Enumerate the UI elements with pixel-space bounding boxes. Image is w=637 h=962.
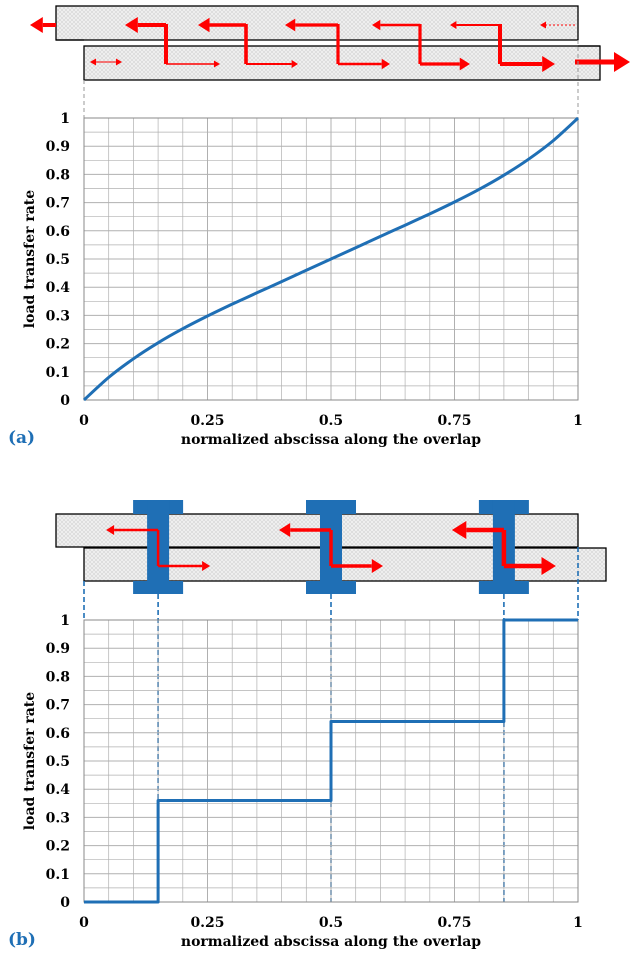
joint-schematics bbox=[30, 5, 630, 902]
arrow-head bbox=[106, 525, 115, 535]
y-tick-label: 0.3 bbox=[46, 308, 70, 324]
upper-plate-load-arrow bbox=[540, 21, 575, 29]
upper-plate-load-arrow bbox=[279, 523, 331, 537]
arrow-head bbox=[279, 523, 291, 537]
lower-plate-load-arrow bbox=[503, 557, 556, 575]
arrow-head bbox=[30, 17, 43, 33]
x-tick-label: 0.5 bbox=[319, 915, 343, 931]
upper-plate-load-arrow bbox=[125, 17, 166, 33]
upper-plate-load-arrow bbox=[451, 521, 504, 539]
charts: 0 0.1 0.2 0.3 0.4 0.5 0.6 0.7 0.8 0.9 1 0 0.25 0.5 0.7… bbox=[22, 111, 583, 950]
grid-minor bbox=[84, 118, 578, 400]
arrow-head bbox=[371, 559, 383, 573]
arrow-head bbox=[459, 57, 470, 71]
x-tick-label: 0 bbox=[79, 413, 89, 429]
lower-plate-load-arrow bbox=[158, 561, 211, 571]
x-tick-label: 0.5 bbox=[319, 413, 343, 429]
arrow-head bbox=[198, 17, 210, 33]
y-tick-label: 0.5 bbox=[46, 252, 70, 268]
y-tick-label: 0.6 bbox=[46, 726, 70, 742]
y-tick-label: 0.7 bbox=[46, 196, 70, 212]
arrow-head bbox=[202, 561, 211, 571]
y-tick-label: 1 bbox=[60, 111, 70, 127]
lower-plate-load-arrow bbox=[246, 60, 298, 68]
y-tick-label: 1 bbox=[60, 613, 70, 629]
lower-plate-load-arrow bbox=[92, 58, 122, 66]
y-tick-label: 0 bbox=[60, 895, 70, 911]
arrow-head bbox=[214, 60, 220, 68]
plot-frame bbox=[83, 117, 579, 401]
y-tick-label: 0.4 bbox=[46, 782, 71, 798]
chart-a: 0 0.1 0.2 0.3 0.4 0.5 0.6 0.7 0.8 0.9 1 0 0.25 0.5 0.7… bbox=[22, 111, 583, 448]
arrow-head bbox=[540, 21, 546, 29]
x-tick-label: 1 bbox=[573, 413, 583, 429]
upper-plate-load-arrow bbox=[372, 19, 420, 31]
fastener-nut bbox=[306, 581, 356, 594]
arrow-head bbox=[451, 521, 467, 539]
y-tick-label: 0.6 bbox=[46, 224, 70, 240]
y-tick-label: 0.9 bbox=[46, 641, 70, 657]
y-tick-label: 0.3 bbox=[46, 810, 70, 826]
y-tick-label: 0.8 bbox=[46, 669, 70, 685]
load-arrow-out bbox=[575, 52, 630, 72]
series-line-load-transfer bbox=[84, 618, 578, 904]
lower-plate-load-arrow bbox=[166, 60, 220, 68]
y-tick-label: 0.8 bbox=[46, 167, 70, 183]
arrow-head bbox=[614, 52, 630, 72]
x-tick-label: 0.75 bbox=[437, 413, 471, 429]
y-tick-label: 0.9 bbox=[46, 139, 70, 155]
lower-plate-load-arrow bbox=[420, 57, 470, 71]
arrow-head bbox=[125, 17, 138, 33]
y-tick-label: 0.1 bbox=[46, 867, 70, 883]
arrow-head bbox=[291, 60, 298, 68]
series-line-load-transfer bbox=[82, 116, 580, 402]
fastener-nut bbox=[478, 581, 529, 594]
x-tick-label: 1 bbox=[573, 915, 583, 931]
y-tick-label: 0.2 bbox=[46, 839, 70, 855]
arrow-head bbox=[450, 21, 457, 29]
plot-frame bbox=[83, 619, 579, 903]
x-tick-label: 0.25 bbox=[190, 413, 224, 429]
upper-plate-load-arrow bbox=[198, 17, 246, 33]
y-tick-label: 0.7 bbox=[46, 698, 70, 714]
lower-plate-load-arrow bbox=[500, 56, 555, 72]
arrow-head bbox=[541, 557, 556, 575]
upper-plate-load-arrow bbox=[450, 21, 500, 29]
x-axis-title: normalized abscissa along the overlap bbox=[181, 934, 481, 950]
y-tick-label: 0.5 bbox=[46, 754, 70, 770]
y-axis-title: load transfer rate bbox=[22, 692, 38, 830]
upper-plate-load-arrow bbox=[106, 525, 159, 535]
lower-plate-load-arrow bbox=[338, 58, 390, 70]
y-tick-label: 0 bbox=[60, 393, 70, 409]
upper-plate-load-arrow bbox=[285, 18, 338, 32]
fastener-nut bbox=[133, 581, 184, 594]
arrow-head bbox=[116, 58, 122, 66]
y-tick-label: 0.4 bbox=[46, 280, 71, 296]
arrow-head bbox=[542, 56, 555, 72]
lower-plate-load-arrow bbox=[331, 559, 383, 573]
arrow-head bbox=[372, 19, 381, 31]
panel-label-b: (b) bbox=[8, 930, 36, 950]
arrow-head bbox=[285, 18, 296, 32]
x-tick-label: 0.75 bbox=[437, 915, 471, 931]
x-tick-label: 0.25 bbox=[190, 915, 224, 931]
arrow-head bbox=[381, 58, 390, 70]
y-axis-title: load transfer rate bbox=[22, 190, 38, 328]
x-tick-label: 0 bbox=[79, 915, 89, 931]
y-tick-label: 0.2 bbox=[46, 337, 70, 353]
load-arrow-in bbox=[30, 17, 56, 33]
x-axis-title: normalized abscissa along the overlap bbox=[181, 432, 481, 448]
y-tick-label: 0.1 bbox=[46, 365, 70, 381]
chart-b: 0 0.1 0.2 0.3 0.4 0.5 0.6 0.7 0.8 0.9 1 0 0.25 0.5 0.7… bbox=[22, 613, 583, 950]
panel-label-a: (a) bbox=[8, 428, 36, 448]
